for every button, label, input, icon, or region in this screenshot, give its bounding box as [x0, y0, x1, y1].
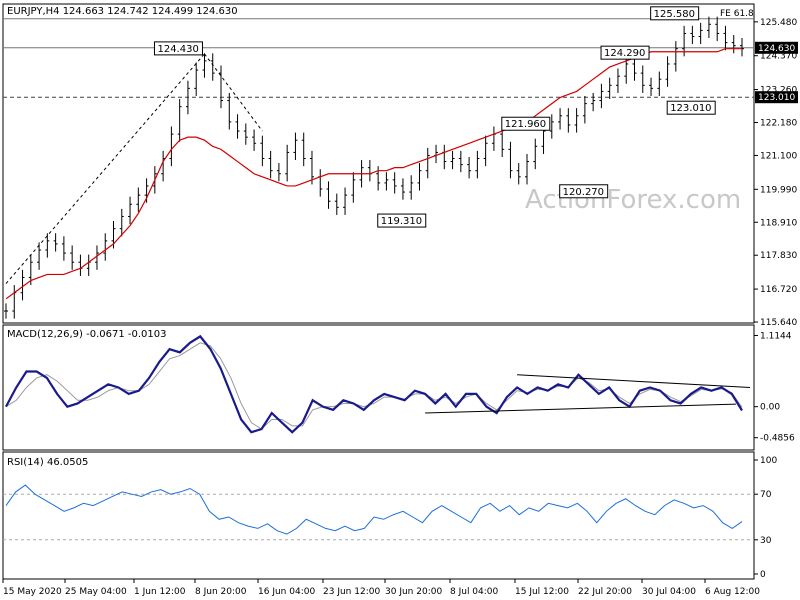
- macd-tick-label: 1.1144: [760, 331, 792, 341]
- price-header: EURJPY,H4 124.663 124.742 124.499 124.63…: [7, 6, 238, 17]
- rsi-axis: 100 70 30 0: [754, 456, 777, 580]
- price-annotation: 121.960: [505, 119, 546, 130]
- macd-trendline-lower: [425, 403, 737, 414]
- price-tick-label: 115.640: [760, 318, 797, 328]
- level-price-label: 123.010: [758, 93, 795, 103]
- price-annotation-box: [377, 213, 427, 228]
- x-tick-label: 8 Jul 04:00: [450, 587, 499, 597]
- price-tick-label: 125.480: [760, 18, 797, 28]
- price-axis: 125.480 124.370 123.260 122.180 121.100 119.9…: [754, 18, 797, 328]
- x-tick-label: 25 May 04:00: [65, 587, 127, 597]
- level-price-box: [755, 91, 798, 104]
- price-tick-label: 122.180: [760, 119, 797, 129]
- price-annotation-box: [600, 45, 650, 60]
- price-annotation-box: [650, 6, 700, 21]
- macd-axis: 1.1144 0.00 -0.4856: [754, 331, 795, 444]
- x-tick-label: 22 Jul 20:00: [578, 587, 632, 597]
- x-tick-label: 15 Jul 12:00: [515, 587, 569, 597]
- price-tick-label: 117.830: [760, 251, 797, 261]
- x-tick-label: 30 Jun 20:00: [385, 587, 442, 597]
- x-tick-label: 8 Jun 20:00: [195, 587, 247, 597]
- rsi-tick-label: 0: [760, 570, 766, 580]
- price-annotations: 124.430 119.310 121.960 120.270 124.290 123.0…: [153, 6, 716, 228]
- price-tick-label: 119.990: [760, 185, 797, 195]
- rsi-tick-label: 70: [760, 490, 772, 500]
- x-tick-label: 15 May 2020: [3, 587, 62, 597]
- rsi-header: RSI(14) 46.0505: [7, 457, 88, 468]
- rsi-panel-frame: [2, 451, 755, 580]
- macd-header: MACD(12,26,9) -0.0671 -0.0103: [7, 329, 167, 340]
- price-panel: EURJPY,H4 124.663 124.742 124.499 124.63…: [2, 3, 798, 328]
- x-tick-label: 30 Jul 04:00: [642, 587, 696, 597]
- macd-panel: MACD(12,26,9) -0.0671 -0.0103 1.1144 0.00…: [2, 324, 795, 451]
- rsi-tick-label: 100: [760, 456, 777, 466]
- time-axis: 15 May 2020 25 May 04:00 1 Jun 12:00 8 Jun …: [2, 579, 760, 597]
- fibo-label: FE 61.8: [720, 9, 754, 19]
- macd-line: [5, 334, 743, 434]
- rsi-tick-label: 30: [760, 536, 772, 546]
- rsi-series: [3, 484, 754, 541]
- macd-signal-line: [5, 342, 743, 430]
- price-annotation: 120.270: [563, 187, 604, 198]
- moving-average-line: [5, 48, 742, 300]
- trend-line-dashed: [204, 53, 263, 132]
- x-tick-label: 23 Jun 12:00: [323, 587, 380, 597]
- rsi-line: [5, 484, 743, 535]
- price-annotation: 124.290: [604, 48, 645, 59]
- price-annotation-box: [666, 100, 716, 115]
- price-annotation-box: [153, 41, 203, 56]
- level-price-label: 124.630: [758, 44, 795, 54]
- level-price-box: [755, 41, 798, 54]
- macd-series: [5, 334, 751, 434]
- price-annotation: 125.580: [654, 9, 695, 20]
- price-annotation: 119.310: [381, 216, 422, 227]
- rsi-panel: RSI(14) 46.0505 100 70 30 0: [2, 451, 777, 580]
- price-annotation-box: [501, 116, 551, 131]
- macd-tick-label: -0.4856: [760, 434, 795, 444]
- x-tick-label: 6 Aug 12:00: [705, 587, 760, 597]
- macd-trendline-upper: [517, 374, 751, 388]
- price-tick-label: 123.260: [760, 86, 797, 96]
- price-series: [4, 16, 744, 319]
- x-tick-label: 1 Jun 12:00: [134, 587, 186, 597]
- price-annotation: 124.430: [157, 44, 198, 55]
- watermark: ActionForex.com: [525, 185, 741, 215]
- price-tick-label: 124.370: [760, 52, 797, 62]
- price-annotation-box: [559, 184, 609, 199]
- macd-tick-label: 0.00: [760, 403, 780, 413]
- price-tick-label: 116.720: [760, 285, 797, 295]
- macd-panel-frame: [2, 324, 755, 451]
- price-tick-label: 118.910: [760, 218, 797, 228]
- x-tick-label: 16 Jun 04:00: [258, 587, 315, 597]
- price-annotation: 123.010: [670, 103, 711, 114]
- price-tick-label: 121.100: [760, 151, 797, 161]
